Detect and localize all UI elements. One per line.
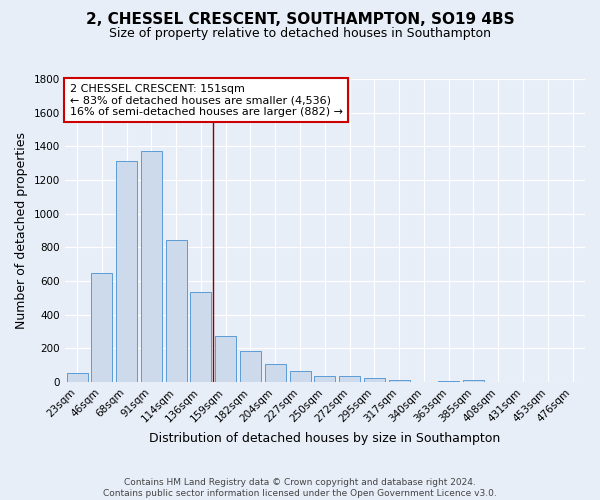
Bar <box>116 162 137 382</box>
Bar <box>166 240 187 382</box>
Bar <box>141 150 162 382</box>
X-axis label: Distribution of detached houses by size in Southampton: Distribution of detached houses by size … <box>149 432 500 445</box>
Y-axis label: Number of detached properties: Number of detached properties <box>15 132 28 329</box>
Text: Contains HM Land Registry data © Crown copyright and database right 2024.
Contai: Contains HM Land Registry data © Crown c… <box>103 478 497 498</box>
Bar <box>438 381 459 382</box>
Bar <box>91 274 112 382</box>
Bar <box>314 376 335 382</box>
Text: 2, CHESSEL CRESCENT, SOUTHAMPTON, SO19 4BS: 2, CHESSEL CRESCENT, SOUTHAMPTON, SO19 4… <box>86 12 514 28</box>
Bar <box>67 372 88 382</box>
Bar <box>240 351 261 382</box>
Bar <box>339 376 360 382</box>
Text: 2 CHESSEL CRESCENT: 151sqm
← 83% of detached houses are smaller (4,536)
16% of s: 2 CHESSEL CRESCENT: 151sqm ← 83% of deta… <box>70 84 343 116</box>
Text: Size of property relative to detached houses in Southampton: Size of property relative to detached ho… <box>109 28 491 40</box>
Bar <box>265 364 286 382</box>
Bar <box>463 380 484 382</box>
Bar <box>290 371 311 382</box>
Bar <box>190 292 211 382</box>
Bar <box>364 378 385 382</box>
Bar <box>215 336 236 382</box>
Bar <box>389 380 410 382</box>
